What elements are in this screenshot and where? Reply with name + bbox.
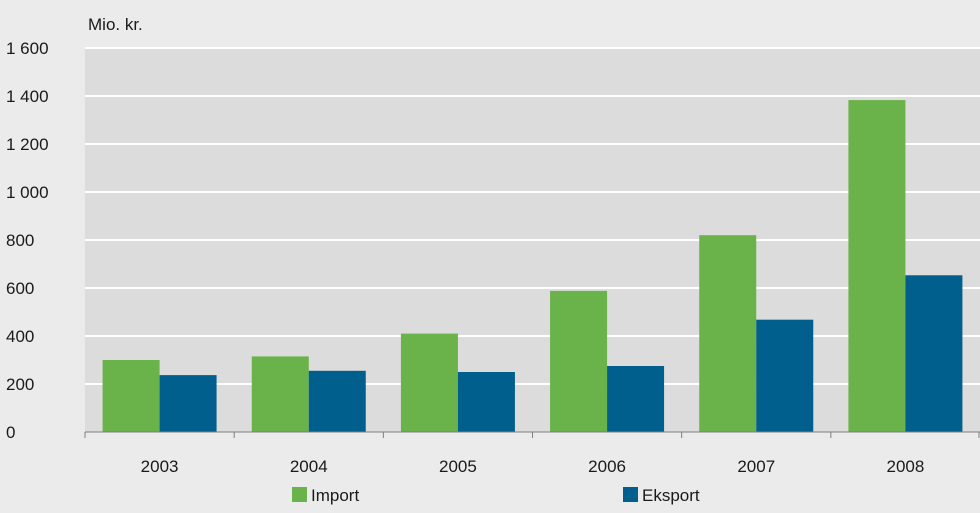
y-tick-label: 800 — [6, 231, 34, 250]
legend-swatch-eksport — [623, 487, 638, 502]
x-tick-label: 2008 — [887, 457, 925, 476]
bar-eksport-2006 — [607, 366, 665, 432]
y-tick-label: 400 — [6, 327, 34, 346]
x-tick-label: 2007 — [737, 457, 775, 476]
y-tick-label: 1 600 — [6, 39, 49, 58]
y-axis-unit-label: Mio. kr. — [88, 15, 143, 34]
y-tick-label: 1 400 — [6, 87, 49, 106]
legend-label-eksport: Eksport — [642, 486, 700, 505]
bar-eksport-2007 — [756, 319, 814, 432]
legend-label-import: Import — [311, 486, 359, 505]
bar-eksport-2004 — [308, 370, 366, 432]
x-tick-labels: 2003 2004 2005 2006 2007 2008 — [84, 432, 980, 476]
bar-import-2006 — [550, 290, 608, 432]
bar-import-2004 — [251, 356, 309, 432]
x-tick-label: 2006 — [588, 457, 626, 476]
bar-import-2008 — [848, 100, 906, 432]
y-tick-label: 1 000 — [6, 183, 49, 202]
bar-eksport-2008 — [905, 275, 963, 432]
x-tick-label: 2004 — [290, 457, 328, 476]
bar-import-2007 — [699, 235, 757, 432]
bar-import-2005 — [400, 333, 458, 432]
bar-eksport-2003 — [159, 375, 217, 432]
bars — [102, 100, 963, 432]
y-tick-label: 200 — [6, 375, 34, 394]
gridlines — [85, 47, 980, 385]
y-tick-label: 0 — [6, 423, 15, 442]
y-tick-label: 600 — [6, 279, 34, 298]
legend: Import Eksport — [292, 486, 700, 505]
y-tick-labels: 0 200 400 600 800 1 000 1 200 1 400 1 600 — [6, 39, 49, 442]
legend-swatch-import — [292, 487, 307, 502]
y-tick-label: 1 200 — [6, 135, 49, 154]
bar-eksport-2005 — [457, 372, 515, 432]
x-tick-label: 2003 — [141, 457, 179, 476]
x-tick-label: 2005 — [439, 457, 477, 476]
bar-import-2003 — [102, 360, 160, 432]
